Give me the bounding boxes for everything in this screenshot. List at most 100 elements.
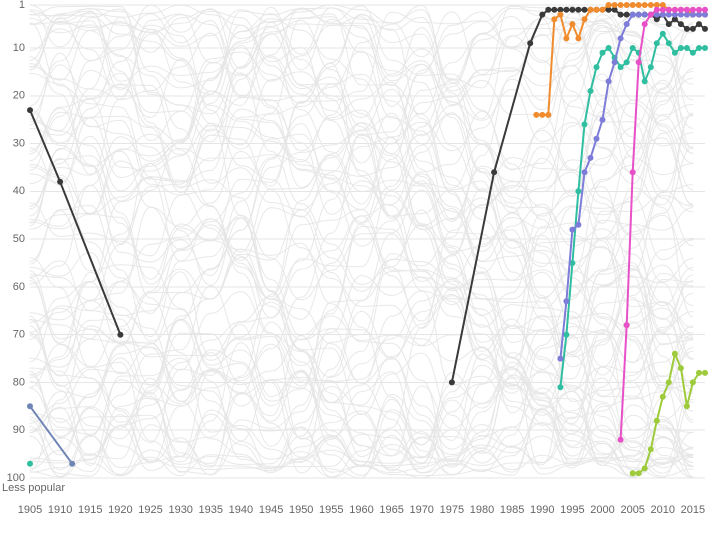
series-point[interactable]	[678, 45, 684, 51]
series-point[interactable]	[27, 461, 33, 467]
series-point[interactable]	[660, 394, 666, 400]
series-point[interactable]	[612, 59, 618, 65]
series-point[interactable]	[27, 403, 33, 409]
series-point[interactable]	[678, 21, 684, 27]
series-point[interactable]	[654, 40, 660, 46]
series-point[interactable]	[594, 7, 600, 13]
series-point[interactable]	[491, 169, 497, 175]
series-point[interactable]	[575, 7, 581, 13]
series-point[interactable]	[618, 64, 624, 70]
series-point[interactable]	[27, 107, 33, 113]
series-point[interactable]	[654, 418, 660, 424]
series-point[interactable]	[449, 379, 455, 385]
series-point[interactable]	[636, 470, 642, 476]
series-point[interactable]	[606, 2, 612, 8]
series-point[interactable]	[690, 26, 696, 32]
series-point[interactable]	[696, 45, 702, 51]
series-point[interactable]	[618, 2, 624, 8]
series-point[interactable]	[648, 64, 654, 70]
series-point[interactable]	[696, 370, 702, 376]
series-point[interactable]	[569, 7, 575, 13]
series-point[interactable]	[642, 78, 648, 84]
series-point[interactable]	[624, 59, 630, 65]
series-point[interactable]	[588, 155, 594, 161]
series-point[interactable]	[666, 7, 672, 13]
series-point[interactable]	[636, 59, 642, 65]
series-point[interactable]	[117, 332, 123, 338]
series-point[interactable]	[618, 35, 624, 41]
series-point[interactable]	[57, 179, 63, 185]
series-point[interactable]	[600, 7, 606, 13]
series-point[interactable]	[690, 50, 696, 56]
series-point[interactable]	[551, 7, 557, 13]
series-point[interactable]	[557, 12, 563, 18]
series-point[interactable]	[696, 7, 702, 13]
series-point[interactable]	[582, 169, 588, 175]
series-point[interactable]	[563, 35, 569, 41]
series-point[interactable]	[569, 21, 575, 27]
series-point[interactable]	[600, 117, 606, 123]
series-point[interactable]	[696, 21, 702, 27]
series-point[interactable]	[557, 356, 563, 362]
series-point[interactable]	[702, 370, 708, 376]
series-point[interactable]	[527, 40, 533, 46]
series-point[interactable]	[660, 31, 666, 37]
series-point[interactable]	[582, 16, 588, 22]
series-point[interactable]	[533, 112, 539, 118]
series-point[interactable]	[588, 7, 594, 13]
series-point[interactable]	[642, 2, 648, 8]
series-point[interactable]	[702, 26, 708, 32]
series-point[interactable]	[672, 7, 678, 13]
series-point[interactable]	[618, 437, 624, 443]
series-point[interactable]	[594, 64, 600, 70]
series-point[interactable]	[551, 16, 557, 22]
series-point[interactable]	[642, 21, 648, 27]
series-point[interactable]	[690, 7, 696, 13]
series-point[interactable]	[545, 112, 551, 118]
series-point[interactable]	[642, 465, 648, 471]
series-point[interactable]	[588, 88, 594, 94]
series-point[interactable]	[672, 50, 678, 56]
series-point[interactable]	[684, 45, 690, 51]
series-point[interactable]	[678, 365, 684, 371]
series-point[interactable]	[654, 7, 660, 13]
series-point[interactable]	[648, 2, 654, 8]
series-point[interactable]	[557, 384, 563, 390]
series-point[interactable]	[539, 12, 545, 18]
series-point[interactable]	[569, 227, 575, 233]
series-point[interactable]	[563, 7, 569, 13]
series-point[interactable]	[563, 298, 569, 304]
series-point[interactable]	[594, 136, 600, 142]
series-point[interactable]	[600, 50, 606, 56]
series-point[interactable]	[702, 7, 708, 13]
series-point[interactable]	[630, 12, 636, 18]
series-point[interactable]	[624, 12, 630, 18]
series-point[interactable]	[539, 112, 545, 118]
series-point[interactable]	[636, 12, 642, 18]
series-point[interactable]	[606, 45, 612, 51]
series-point[interactable]	[648, 12, 654, 18]
series-point[interactable]	[666, 40, 672, 46]
series-point[interactable]	[630, 470, 636, 476]
series-point[interactable]	[684, 7, 690, 13]
series-point[interactable]	[642, 12, 648, 18]
series-point[interactable]	[630, 169, 636, 175]
series-point[interactable]	[582, 7, 588, 13]
series-point[interactable]	[606, 78, 612, 84]
series-point[interactable]	[575, 188, 581, 194]
series-point[interactable]	[678, 7, 684, 13]
series-point[interactable]	[630, 2, 636, 8]
series-point[interactable]	[624, 21, 630, 27]
series-point[interactable]	[563, 332, 569, 338]
series-point[interactable]	[630, 45, 636, 51]
series-point[interactable]	[624, 2, 630, 8]
series-point[interactable]	[684, 26, 690, 32]
series-point[interactable]	[648, 446, 654, 452]
series-point[interactable]	[666, 21, 672, 27]
series-point[interactable]	[690, 379, 696, 385]
series-point[interactable]	[582, 121, 588, 127]
series-point[interactable]	[702, 45, 708, 51]
series-point[interactable]	[612, 2, 618, 8]
series-point[interactable]	[684, 403, 690, 409]
series-point[interactable]	[545, 7, 551, 13]
